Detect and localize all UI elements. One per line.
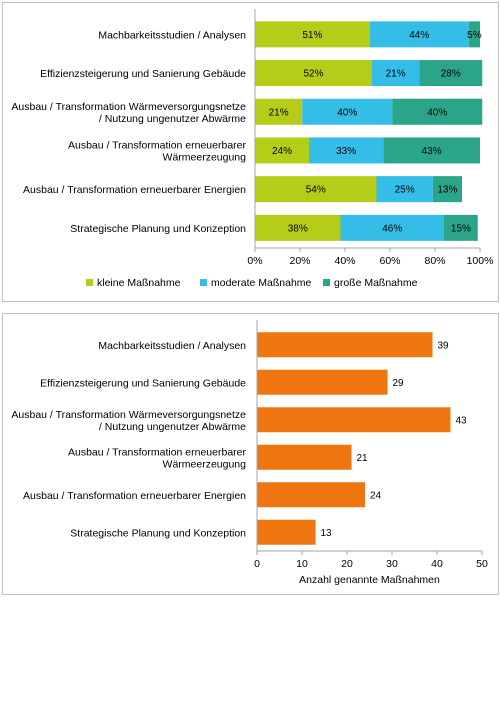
- bar-segment: [372, 60, 420, 87]
- data-label: 40%: [337, 107, 357, 118]
- x-tick-label: 50: [476, 558, 488, 570]
- bar: [257, 332, 433, 358]
- category-label-line: Ausbau / Transformation erneuerbarer: [68, 139, 247, 151]
- legend-label: große Maßnahme: [334, 277, 418, 289]
- data-label: 13: [321, 528, 333, 539]
- bar-segment: [255, 21, 370, 48]
- bar: [257, 482, 365, 508]
- stacked-share-chart: Machbarkeitsstudien / Analysen 51% 44% 5% Ef…: [11, 9, 494, 289]
- x-tick-label: 60%: [379, 255, 400, 267]
- category-label-line: Strategische Planung und Konzeption: [70, 527, 246, 539]
- x-tick-label: 40: [431, 558, 443, 570]
- data-label: 24: [370, 490, 382, 501]
- x-tick-label: 10: [296, 558, 308, 570]
- category-label: Ausbau / Transformation Wärmeversorgungs…: [11, 409, 246, 433]
- stacked-share-chart-panel: Machbarkeitsstudien / Analysen 51% 44% 5% Ef…: [2, 2, 499, 302]
- x-axis-title: Anzahl genannte Maßnahmen: [299, 574, 440, 586]
- bar-segment: [392, 98, 483, 125]
- count-chart: Machbarkeitsstudien / Analysen 39 Effizien…: [11, 320, 488, 586]
- data-label: 43%: [422, 146, 442, 157]
- category-label: Ausbau / Transformation erneuerbarer Ene…: [23, 490, 246, 502]
- category-label: Effizienzsteigerung und Sanierung Gebäud…: [40, 68, 246, 80]
- category-label-line: Ausbau / Transformation erneuerbarer Ene…: [23, 184, 246, 196]
- bar-segment: [432, 176, 462, 203]
- category-label-line: Ausbau / Transformation erneuerbarer: [68, 446, 247, 458]
- category-label: Strategische Planung und Konzeption: [70, 223, 246, 235]
- category-label-line: Ausbau / Transformation Wärmeversorgungs…: [11, 409, 246, 421]
- bar: [257, 444, 352, 470]
- category-label: Ausbau / Transformation erneuerbarer Wärm…: [68, 139, 247, 163]
- bar-segment: [419, 60, 483, 87]
- bar: [257, 519, 316, 545]
- category-label-line: / Nutzung ungenutzer Abwärme: [99, 113, 246, 125]
- legend-swatch: [323, 279, 330, 286]
- x-tick-label: 80%: [424, 255, 445, 267]
- data-label: 51%: [302, 30, 322, 41]
- data-label: 44%: [409, 30, 429, 41]
- category-label: Effizienzsteigerung und Sanierung Gebäud…: [40, 377, 246, 389]
- data-label: 25%: [395, 185, 415, 196]
- data-label: 21%: [386, 69, 406, 80]
- bar: [257, 407, 451, 433]
- legend-label: moderate Maßnahme: [211, 277, 312, 289]
- category-label-line: / Nutzung ungenutzer Abwärme: [99, 421, 246, 433]
- bar-segment: [369, 21, 469, 48]
- data-label: 15%: [451, 223, 471, 234]
- bar-segment: [255, 214, 341, 241]
- category-label-line: Wärmeerzeugung: [163, 458, 247, 470]
- bar-segment: [255, 137, 309, 164]
- category-label-line: Wärmeerzeugung: [163, 151, 247, 163]
- x-tick-label: 30: [386, 558, 398, 570]
- data-label: 28%: [441, 69, 461, 80]
- bar-segment: [444, 214, 478, 241]
- category-label: Machbarkeitsstudien / Analysen: [98, 29, 246, 41]
- bar: [257, 369, 388, 395]
- x-tick-label: 100%: [467, 255, 494, 267]
- data-label: 21: [357, 453, 369, 464]
- category-label: Machbarkeitsstudien / Analysen: [98, 340, 246, 352]
- category-label-line: Ausbau / Transformation Wärmeversorgungs…: [11, 101, 246, 113]
- bar-segment: [468, 21, 480, 48]
- bar-segment: [383, 137, 480, 164]
- x-tick-label: 20: [341, 558, 353, 570]
- data-label: 29: [393, 378, 405, 389]
- category-label-line: Effizienzsteigerung und Sanierung Gebäud…: [40, 68, 246, 80]
- category-label: Strategische Planung und Konzeption: [70, 527, 246, 539]
- x-tick-label: 0: [254, 558, 260, 570]
- x-tick-label: 0%: [247, 255, 262, 267]
- bar-segment: [255, 60, 372, 87]
- category-label: Ausbau / Transformation erneuerbarer Wärm…: [68, 446, 247, 470]
- data-label: 46%: [382, 223, 402, 234]
- category-label: Ausbau / Transformation erneuerbarer Ene…: [23, 184, 246, 196]
- bar-segment: [309, 137, 384, 164]
- category-label-line: Ausbau / Transformation erneuerbarer Ene…: [23, 490, 246, 502]
- bar-segment: [302, 98, 393, 125]
- category-label-line: Machbarkeitsstudien / Analysen: [98, 340, 246, 352]
- bar-segment: [340, 214, 444, 241]
- legend-swatch: [86, 279, 93, 286]
- category-label-line: Strategische Planung und Konzeption: [70, 223, 246, 235]
- bar-segment: [255, 176, 377, 203]
- category-label-line: Machbarkeitsstudien / Analysen: [98, 29, 246, 41]
- count-chart-panel: Machbarkeitsstudien / Analysen 39 Effizien…: [2, 313, 499, 595]
- data-label: 5%: [467, 30, 482, 41]
- data-label: 33%: [336, 146, 356, 157]
- data-label: 38%: [288, 223, 308, 234]
- category-label-line: Effizienzsteigerung und Sanierung Gebäud…: [40, 377, 246, 389]
- data-label: 24%: [272, 146, 292, 157]
- legend-label: kleine Maßnahme: [97, 277, 181, 289]
- data-label: 40%: [427, 107, 447, 118]
- bar-segment: [376, 176, 433, 203]
- x-tick-label: 20%: [289, 255, 310, 267]
- data-label: 54%: [306, 185, 326, 196]
- category-label: Ausbau / Transformation Wärmeversorgungs…: [11, 101, 246, 125]
- x-tick-label: 40%: [334, 255, 355, 267]
- data-label: 52%: [303, 69, 323, 80]
- legend-swatch: [200, 279, 207, 286]
- data-label: 39: [438, 340, 450, 351]
- data-label: 13%: [437, 185, 457, 196]
- bar-segment: [255, 98, 303, 125]
- data-label: 43: [456, 415, 468, 426]
- data-label: 21%: [269, 107, 289, 118]
